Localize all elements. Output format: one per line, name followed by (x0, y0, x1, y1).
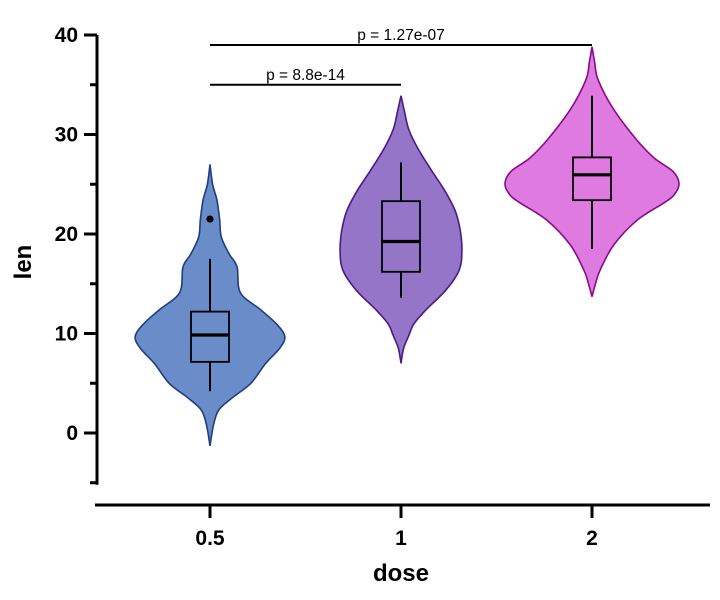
axes: 0 10 20 30 40 0.5 1 2 (55, 24, 710, 550)
x-tick-label: 2 (586, 527, 598, 550)
y-tick-label: 10 (55, 323, 78, 346)
x-axis-title: dose (373, 560, 429, 587)
iqr-box (190, 310, 230, 363)
x-tick-label: 0.5 (195, 527, 225, 550)
y-tick-label: 20 (55, 223, 78, 246)
violins (134, 46, 680, 447)
outlier-point (206, 215, 214, 223)
iqr-box (572, 156, 612, 202)
iqr-box (381, 200, 421, 273)
p-value-label: p = 8.8e-14 (266, 67, 345, 84)
violin-group-0.5 (134, 164, 286, 447)
y-tick-label: 0 (66, 422, 78, 445)
x-tick-label: 1 (395, 527, 407, 550)
violin-group-2 (504, 46, 680, 297)
y-tick-label: 30 (55, 124, 78, 147)
y-tick-label: 40 (55, 24, 78, 47)
y-axis-title: len (10, 245, 37, 280)
violin-body (504, 46, 680, 297)
p-value-label: p = 1.27e-07 (357, 27, 444, 44)
violin-group-1 (339, 95, 463, 364)
significance-brackets: p = 8.8e-14 p = 1.27e-07 (210, 27, 592, 86)
violin-body (339, 95, 463, 364)
